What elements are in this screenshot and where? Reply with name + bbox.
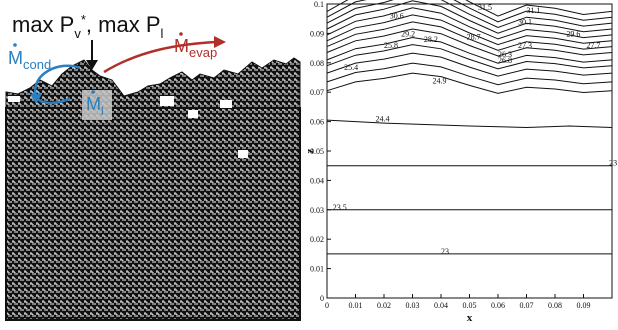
contour-line	[326, 44, 613, 70]
contour-line	[326, 7, 613, 40]
contour-label: 31.5	[478, 3, 492, 12]
x-tick-label: 0.07	[520, 301, 534, 310]
contour-label: 24.4	[375, 115, 389, 124]
contour-line	[326, 0, 613, 23]
y-tick-label: 0.05	[310, 147, 324, 156]
contour-line	[326, 72, 613, 94]
m-l-label: Ml	[86, 94, 104, 118]
y-tick-label: 0.02	[310, 235, 324, 244]
evaporation-arrow	[103, 36, 226, 74]
contour-line	[326, 119, 613, 129]
contour-label: 27.3	[518, 41, 532, 50]
contour-label: 30.6	[390, 12, 404, 21]
m-cond-dot	[13, 43, 17, 47]
contour-label: 29.6	[566, 29, 580, 38]
y-tick-label: 0	[320, 294, 324, 303]
contour-label: 23	[609, 159, 617, 168]
contour-line	[326, 36, 613, 64]
contour-label: 27.7	[586, 41, 600, 50]
contour-chart-svg: 0 0.01 0.02 0.03 0.04 0.05 0.06 0.07 0.08 0.09 0 0.…	[304, 0, 617, 324]
x-tick-label: 0.03	[406, 301, 420, 310]
x-tick-label: 0.06	[491, 301, 505, 310]
contour-lines	[326, 0, 613, 255]
y-tick-label: 0.03	[310, 206, 324, 215]
contour-label: 30.1	[518, 18, 532, 27]
x-tick-label: 0.02	[377, 301, 391, 310]
contour-line	[326, 14, 613, 46]
contour-line	[326, 52, 613, 77]
porous-medium	[5, 57, 301, 321]
contour-line	[326, 28, 613, 57]
contour-label: 26.8	[498, 56, 512, 65]
x-tick-label: 0.04	[434, 301, 448, 310]
y-tick-label: 0.04	[310, 176, 324, 185]
contour-label: 23.5	[333, 203, 347, 212]
x-tick-label: 0.08	[548, 301, 562, 310]
contour-line	[326, 21, 613, 51]
contour-labels: 23 23.5 24.4 24.9 25.4 25.8 26.326.8 27.3 27.7 28…	[333, 3, 617, 256]
y-tick-label: 0.09	[310, 29, 324, 38]
white-gaps	[8, 96, 248, 158]
pore-network-illustration: max Pv*, max Pl Mcond Mevap Ml	[0, 0, 305, 325]
y-tick-label: 0.07	[310, 88, 324, 97]
contour-label: 25.4	[344, 63, 358, 72]
contour-label: 31.1	[527, 6, 541, 15]
pore-network-svg: max Pv*, max Pl Mcond Mevap Ml	[5, 12, 301, 321]
contour-label: 25.8	[384, 41, 398, 50]
x-tick-label: 0.01	[349, 301, 363, 310]
contour-label: 23	[441, 247, 449, 256]
condensation-arrow	[30, 64, 81, 105]
contour-label: 26.3	[498, 50, 512, 59]
m-evap-label: Mevap	[174, 36, 217, 60]
contour-label: 28.2	[424, 35, 438, 44]
contour-label: 24.9	[432, 76, 446, 85]
x-tick-label: 0.09	[577, 301, 591, 310]
y-tick-label: 0.06	[310, 118, 324, 127]
liquid-region-box	[82, 90, 112, 120]
y-axis-label: z	[305, 148, 316, 153]
x-axis-label: x	[467, 312, 473, 324]
y-tick-label: 0.08	[310, 59, 324, 68]
x-tick-label: 0	[325, 301, 329, 310]
arrow-down-icon	[86, 40, 98, 70]
y-tick-label: 0.1	[314, 0, 324, 9]
m-cond-label: Mcond	[8, 48, 51, 72]
chart-axes: 0 0.01 0.02 0.03 0.04 0.05 0.06 0.07 0.08 0.09 0 0.…	[304, 0, 613, 324]
contour-label: 29.2	[401, 29, 415, 38]
contour-line	[326, 62, 613, 86]
contour-plot: 0 0.01 0.02 0.03 0.04 0.05 0.06 0.07 0.08 0.09 0 0.…	[304, 0, 618, 325]
m-l-dot	[91, 90, 95, 94]
contour-line	[326, 0, 613, 34]
contour-label: 28.7	[467, 32, 481, 41]
x-tick-label: 0.05	[463, 301, 477, 310]
top-label: max Pv*, max Pl	[12, 12, 164, 41]
contour-line	[326, 0, 613, 17]
m-evap-dot	[179, 32, 183, 36]
y-tick-label: 0.01	[310, 265, 324, 274]
